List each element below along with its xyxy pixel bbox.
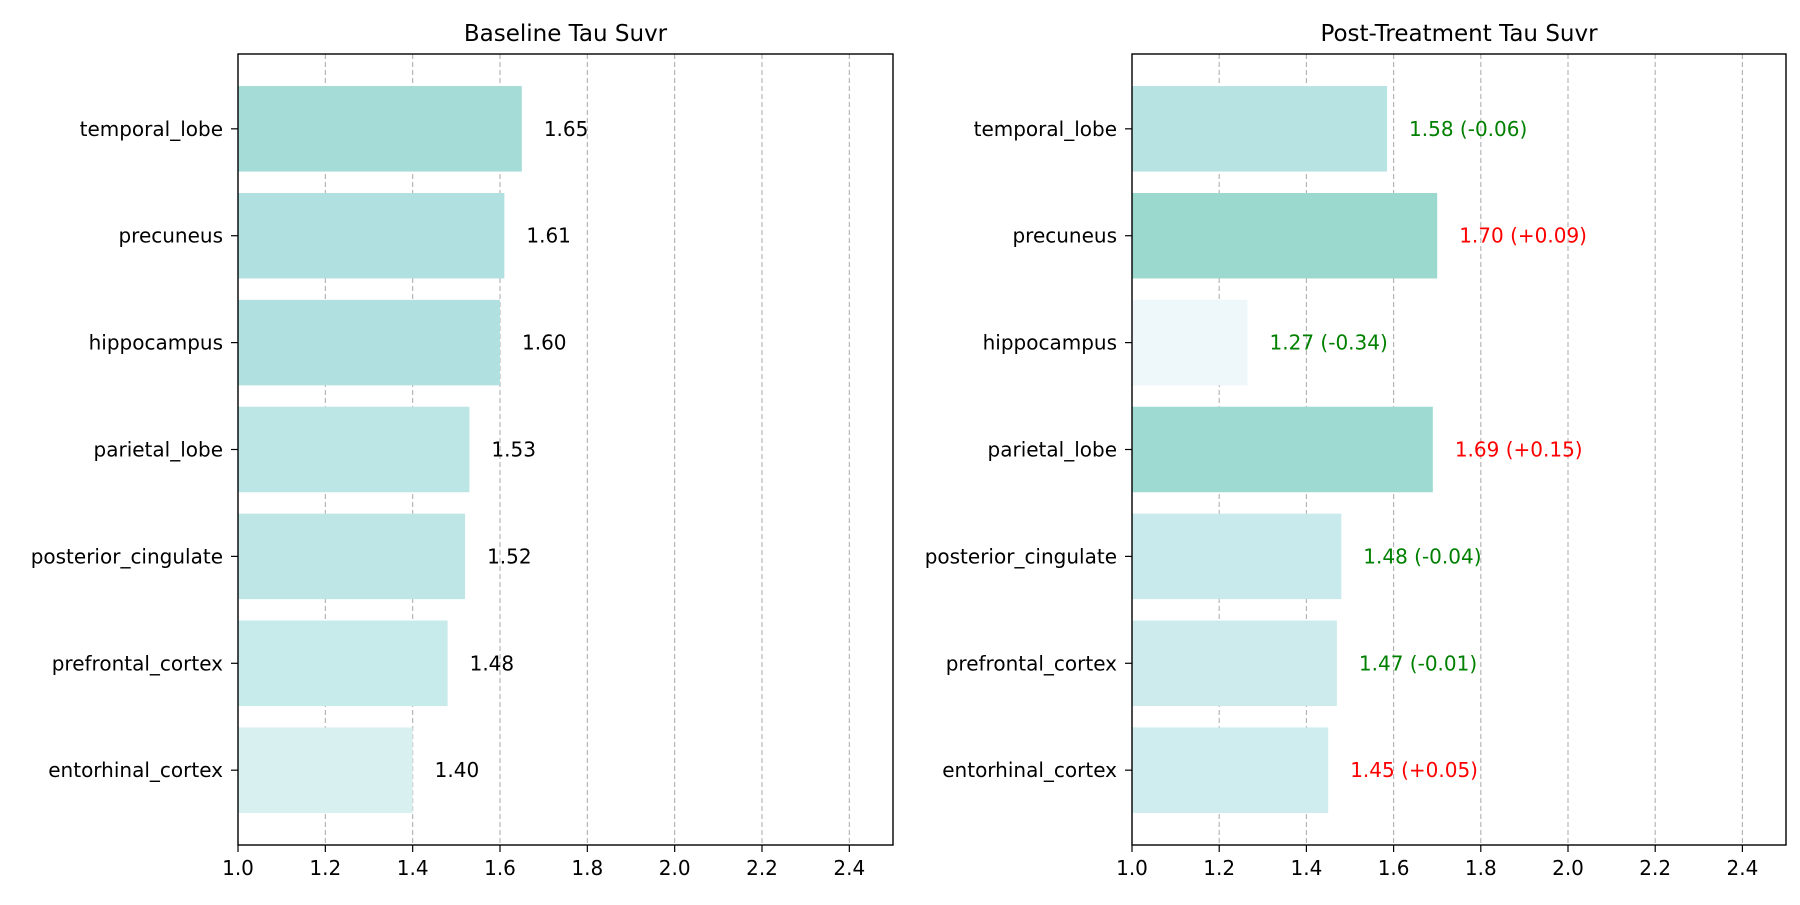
bar xyxy=(238,513,466,600)
bar xyxy=(238,86,522,172)
y-tick-label: entorhinal_cortex xyxy=(942,758,1117,782)
y-tick-label: temporal_lobe xyxy=(80,117,223,141)
data-label: 1.40 xyxy=(435,758,480,782)
y-tick-label: prefrontal_cortex xyxy=(946,651,1117,675)
bar xyxy=(1132,513,1342,600)
data-label: 1.27 (-0.34) xyxy=(1270,331,1388,355)
bar xyxy=(1132,299,1248,386)
bar xyxy=(238,620,448,707)
x-tick-label: 2.2 xyxy=(746,856,778,880)
x-tick-label: 1.8 xyxy=(1465,856,1497,880)
bar xyxy=(1132,192,1438,279)
x-tick-label: 2.0 xyxy=(1552,856,1584,880)
chart-title: Baseline Tau Suvr xyxy=(464,21,668,47)
y-tick-label: temporal_lobe xyxy=(974,117,1117,141)
bar xyxy=(1132,620,1337,707)
x-tick-label: 1.4 xyxy=(397,856,429,880)
chart-panel-1: 1.65 temporal_lobe 1.61 precuneus 1.60 hippoc… xyxy=(31,21,894,880)
x-tick-label: 1.2 xyxy=(1203,856,1235,880)
y-tick-label: parietal_lobe xyxy=(988,438,1117,462)
bar xyxy=(238,727,413,813)
bar xyxy=(1132,86,1388,172)
chart-panel-2: 1.58 (-0.06) temporal_lobe 1.70 (+0.09) pre… xyxy=(925,21,1787,880)
y-tick-label: entorhinal_cortex xyxy=(48,758,223,782)
y-tick-label: parietal_lobe xyxy=(94,438,223,462)
data-label: 1.65 xyxy=(544,117,589,141)
y-tick-label: prefrontal_cortex xyxy=(52,651,223,675)
bar xyxy=(238,406,470,493)
y-tick-label: hippocampus xyxy=(983,331,1117,355)
y-tick-label: posterior_cingulate xyxy=(31,544,223,568)
data-label: 1.58 (-0.06) xyxy=(1409,117,1527,141)
data-label: 1.48 xyxy=(470,651,515,675)
bar xyxy=(1132,727,1329,813)
data-label: 1.69 (+0.15) xyxy=(1455,438,1583,462)
x-tick-label: 1.6 xyxy=(1378,856,1410,880)
y-tick-label: hippocampus xyxy=(89,331,223,355)
x-tick-label: 2.4 xyxy=(833,856,865,880)
y-tick-label: posterior_cingulate xyxy=(925,544,1117,568)
bar xyxy=(238,299,500,386)
data-label: 1.53 xyxy=(491,438,536,462)
x-tick-label: 1.8 xyxy=(571,856,603,880)
x-tick-label: 1.0 xyxy=(1116,856,1148,880)
x-tick-label: 2.4 xyxy=(1726,856,1758,880)
y-tick-label: precuneus xyxy=(1012,224,1117,248)
data-label: 1.48 (-0.04) xyxy=(1363,544,1481,568)
axes-frame xyxy=(237,53,894,846)
bar xyxy=(238,192,505,279)
x-tick-label: 1.2 xyxy=(309,856,341,880)
axes-frame xyxy=(1131,53,1787,846)
data-label: 1.70 (+0.09) xyxy=(1459,224,1587,248)
data-label: 1.45 (+0.05) xyxy=(1350,758,1478,782)
data-label: 1.47 (-0.01) xyxy=(1359,651,1477,675)
data-label: 1.60 xyxy=(522,331,567,355)
x-tick-label: 2.0 xyxy=(659,856,691,880)
data-label: 1.52 xyxy=(487,544,532,568)
x-tick-label: 2.2 xyxy=(1639,856,1671,880)
data-label: 1.61 xyxy=(526,224,571,248)
x-tick-label: 1.6 xyxy=(484,856,516,880)
bar xyxy=(1132,406,1433,493)
x-tick-label: 1.0 xyxy=(222,856,254,880)
x-tick-label: 1.4 xyxy=(1290,856,1322,880)
y-tick-label: precuneus xyxy=(118,224,223,248)
chart-title: Post-Treatment Tau Suvr xyxy=(1320,21,1598,47)
